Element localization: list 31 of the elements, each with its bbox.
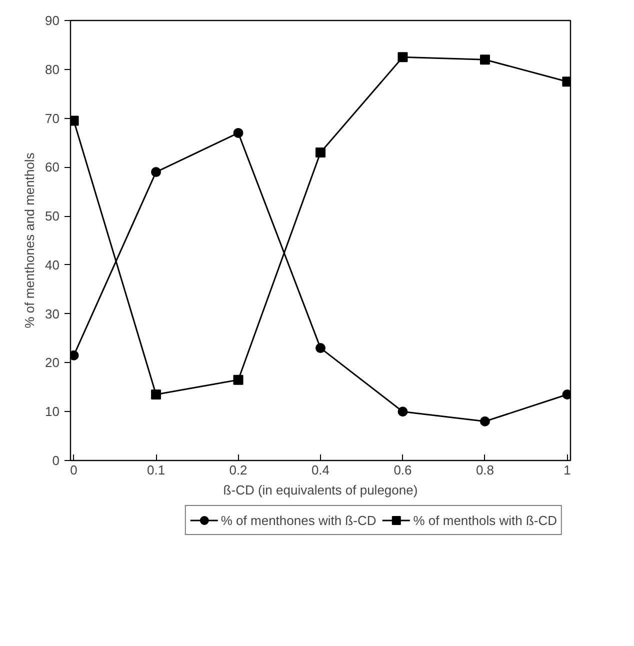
- x-tick-label: 0.2: [229, 462, 248, 478]
- point: [480, 54, 490, 65]
- point: [151, 390, 162, 400]
- x-tick-label: 0.8: [476, 462, 494, 478]
- point: [480, 416, 490, 426]
- x-tick-label: 1: [564, 462, 571, 478]
- x-tick-label: 0.6: [394, 462, 412, 478]
- y-tick-label: 60: [45, 160, 60, 175]
- y-tick-label: 80: [45, 62, 60, 77]
- point: [233, 128, 244, 138]
- y-tick-label: 0: [52, 453, 60, 468]
- point: [316, 148, 326, 158]
- x-tick-label: 0.1: [146, 462, 166, 478]
- y-tick-label: 70: [45, 110, 60, 126]
- y-tick-label: 10: [45, 404, 60, 420]
- y-tick-label: 90: [45, 13, 60, 28]
- point: [398, 52, 408, 62]
- point: [233, 374, 244, 385]
- y-tick-label: 50: [45, 208, 60, 224]
- y-tick-label: 40: [45, 257, 60, 272]
- legend-label: % of menthols with ß-CD: [413, 512, 557, 528]
- y-axis-title: % of menthones and menthols: [22, 152, 38, 328]
- point: [316, 343, 326, 354]
- point: [151, 167, 162, 178]
- point: [398, 406, 408, 417]
- x-axis-title: ß-CD (in equivalents of pulegone): [223, 482, 418, 498]
- legend-label: % of menthones with ß-CD: [220, 512, 376, 528]
- x-tick-label: 0: [70, 462, 78, 478]
- x-tick-label: 0.4: [311, 462, 330, 478]
- y-tick-label: 30: [45, 306, 60, 322]
- y-tick-label: 20: [45, 355, 60, 370]
